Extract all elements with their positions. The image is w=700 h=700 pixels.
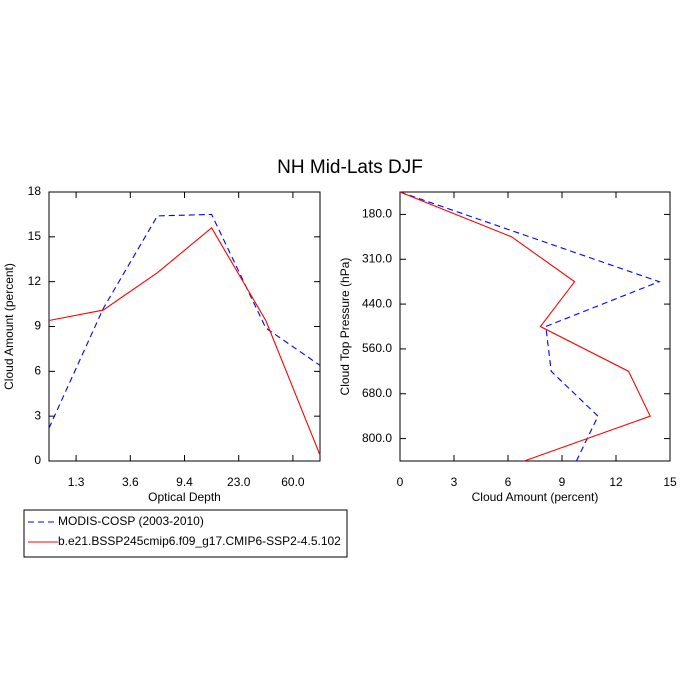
y-tick-label: 6: [34, 364, 41, 378]
y-tick-label: 3: [34, 408, 41, 422]
series-line: [399, 191, 661, 462]
x-tick-label: 15: [663, 475, 677, 489]
x-tick-label: 3.6: [122, 475, 139, 489]
y-tick-label: 15: [28, 229, 42, 243]
x-tick-label: 12: [609, 475, 623, 489]
x-tick-label: 23.0: [227, 475, 251, 489]
y-tick-label: 680.0: [362, 386, 392, 400]
y-axis-label: Cloud Amount (percent): [2, 263, 16, 390]
series-line: [399, 191, 651, 462]
series-line: [48, 227, 321, 456]
y-tick-label: 800.0: [362, 431, 392, 445]
y-tick-label: 9: [34, 319, 41, 333]
x-tick-label: 9: [559, 475, 566, 489]
legend-label: MODIS-COSP (2003-2010): [58, 514, 204, 528]
x-tick-label: 6: [505, 475, 512, 489]
legend-box: [23, 509, 348, 558]
x-axis-label: Cloud Amount (percent): [472, 490, 599, 504]
y-tick-label: 180.0: [362, 207, 392, 221]
plot-frame: [48, 191, 321, 462]
chart-title: NH Mid-Lats DJF: [277, 157, 423, 178]
x-axis-label: Optical Depth: [148, 490, 221, 504]
x-tick-label: 1.3: [68, 475, 85, 489]
plot-frame: [399, 191, 671, 462]
y-tick-label: 440.0: [362, 296, 392, 310]
y-tick-label: 560.0: [362, 341, 392, 355]
x-tick-label: 9.4: [176, 475, 193, 489]
series-line: [48, 213, 321, 429]
y-tick-label: 12: [28, 274, 42, 288]
x-tick-label: 0: [397, 475, 404, 489]
x-tick-label: 60.0: [281, 475, 305, 489]
y-tick-label: 0: [34, 453, 41, 467]
x-tick-label: 3: [451, 475, 458, 489]
y-tick-label: 18: [28, 184, 42, 198]
y-tick-label: 310.0: [362, 251, 392, 265]
legend-label: b.e21.BSSP245cmip6.f09_g17.CMIP6-SSP2-4.…: [58, 534, 341, 548]
y-axis-label: Cloud Top Pressure (hPa): [338, 258, 352, 396]
